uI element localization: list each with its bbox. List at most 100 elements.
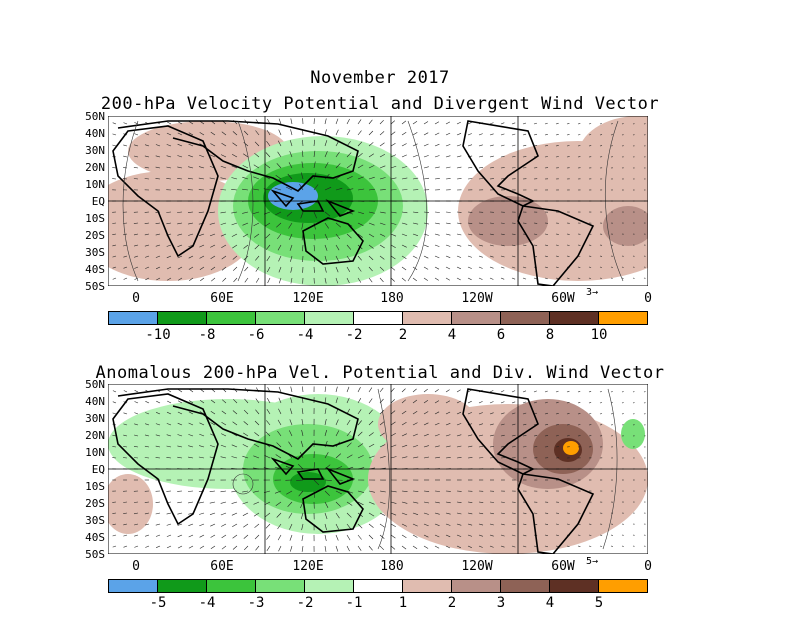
wind-vector	[357, 176, 364, 180]
wind-vector	[335, 523, 340, 530]
wind-vector	[346, 386, 350, 393]
wind-vector	[335, 222, 341, 228]
wind-vector	[423, 445, 429, 448]
colorbar-label: 3	[496, 595, 506, 611]
wind-vector	[112, 255, 117, 258]
wind-vector	[522, 144, 527, 147]
wind-vector	[242, 165, 249, 169]
wind-vector	[144, 133, 150, 136]
wind-vector	[357, 277, 362, 283]
wind-vector	[544, 277, 548, 280]
wind-vector	[445, 434, 451, 437]
wind-vector	[289, 523, 293, 530]
wind-vector	[368, 432, 374, 437]
wind-vector	[412, 233, 418, 236]
wind-vector	[522, 534, 527, 537]
top-contours	[122, 120, 624, 282]
wind-vector	[610, 391, 613, 393]
wind-vector	[467, 244, 473, 247]
wind-vector	[134, 390, 139, 393]
lat-label: 10S	[85, 212, 105, 225]
wind-vector	[412, 399, 418, 404]
wind-vector	[289, 151, 293, 158]
wind-vector	[289, 419, 293, 426]
lat-label: 20N	[85, 161, 105, 174]
wind-vector	[445, 178, 451, 180]
wind-vector	[198, 456, 205, 459]
colorbar-label: 6	[496, 327, 506, 343]
lat-label: EQ	[91, 463, 105, 476]
wind-vector	[412, 411, 418, 415]
wind-vector	[232, 421, 238, 426]
wind-vector	[324, 222, 329, 229]
wind-vector	[265, 431, 271, 437]
wind-vector	[346, 545, 350, 552]
wind-vector	[445, 411, 451, 415]
wind-vector	[244, 277, 249, 283]
wind-vector	[221, 523, 227, 527]
lat-label: 20N	[85, 429, 105, 442]
wind-vector	[478, 512, 484, 515]
wind-vector	[588, 402, 592, 404]
wind-vector	[544, 244, 548, 246]
wind-vector	[544, 156, 548, 158]
colorbar-label: 10	[590, 327, 608, 343]
wind-vector	[544, 390, 548, 393]
wind-vector	[401, 222, 408, 225]
wind-vector	[166, 411, 172, 415]
wind-vector	[456, 400, 461, 404]
wind-vector	[275, 175, 282, 180]
wind-vector	[177, 143, 183, 147]
wind-vector	[434, 155, 440, 158]
wind-vector	[144, 155, 150, 158]
wind-vector	[478, 133, 483, 136]
wind-vector	[478, 412, 483, 415]
wind-vector	[368, 534, 374, 540]
wind-vector	[434, 411, 440, 415]
wind-vector	[166, 222, 172, 225]
wind-vector	[566, 123, 570, 125]
wind-vector	[232, 142, 238, 147]
wind-vector	[379, 153, 386, 158]
wind-vector	[242, 233, 249, 238]
wind-vector	[566, 424, 570, 426]
wind-vector	[423, 400, 429, 404]
wind-vector	[478, 277, 483, 280]
wind-vector	[289, 430, 293, 437]
wind-vector	[434, 422, 440, 426]
wind-vector	[390, 545, 396, 550]
wind-vector	[335, 129, 339, 136]
colorbar-swatch	[158, 580, 207, 592]
wind-vector	[253, 512, 260, 517]
wind-vector	[390, 142, 396, 147]
wind-vector	[166, 211, 172, 213]
wind-vector	[242, 188, 249, 191]
wind-vector	[500, 255, 505, 258]
wind-vector	[265, 233, 271, 239]
wind-vector	[275, 501, 282, 506]
wind-vector	[555, 255, 559, 257]
wind-vector	[155, 412, 161, 415]
wind-vector	[277, 430, 282, 437]
wind-vector	[166, 178, 172, 180]
wind-vector	[232, 131, 238, 136]
lon-label: 0	[132, 291, 140, 306]
wind-vector	[324, 162, 329, 169]
wind-vector	[278, 397, 282, 404]
wind-vector	[335, 255, 339, 262]
wind-vector	[145, 266, 150, 269]
wind-vector	[379, 421, 385, 426]
wind-vector	[134, 122, 139, 125]
wind-vector	[177, 178, 183, 180]
wind-vector	[267, 398, 271, 404]
wind-vector	[511, 523, 516, 526]
lat-label: 30N	[85, 144, 105, 157]
wind-vector	[412, 445, 419, 448]
wind-vector	[467, 534, 473, 537]
wind-vector	[123, 155, 128, 158]
wind-vector	[133, 178, 139, 180]
wind-vector	[301, 429, 304, 437]
wind-vector	[133, 222, 139, 224]
wind-vector	[500, 222, 505, 224]
wind-vector	[253, 222, 260, 227]
